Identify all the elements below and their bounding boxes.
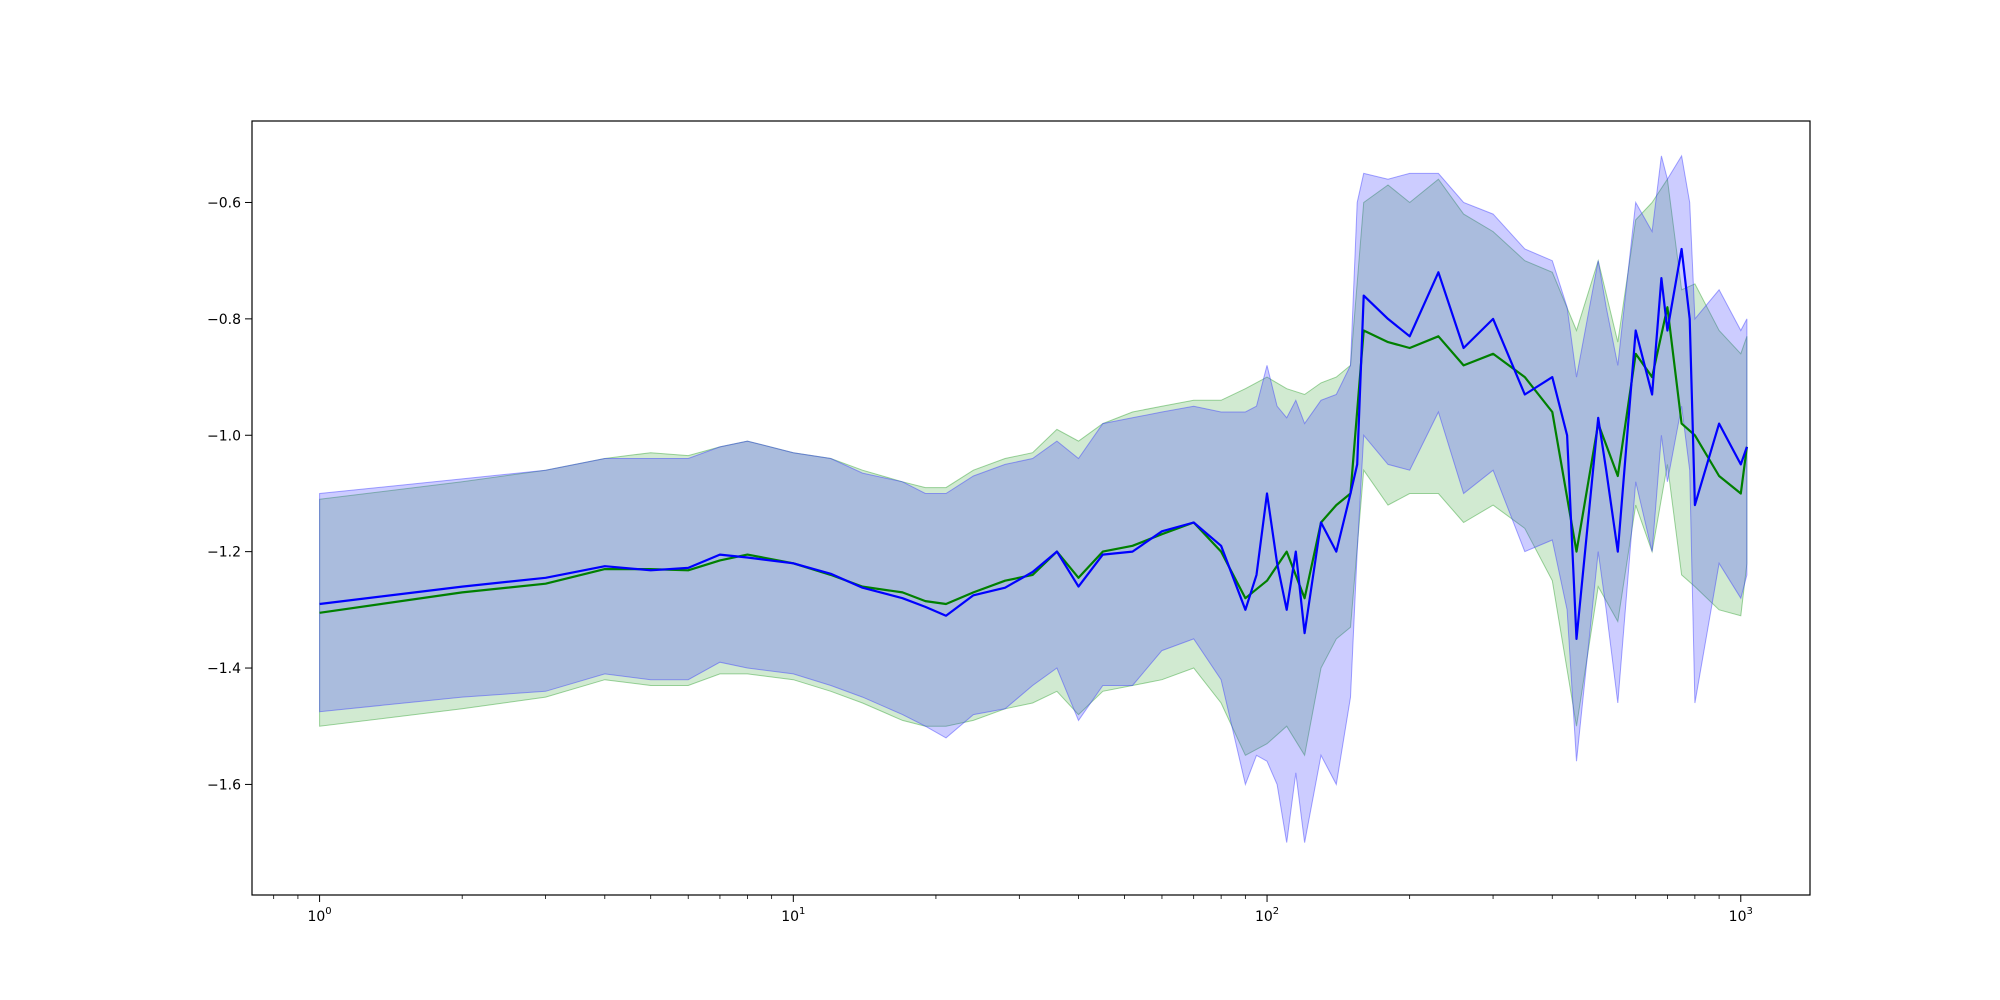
y-axis: −1.6 −1.4 −1.2 −1.0 −0.8 −0.6 (207, 195, 252, 793)
series-2-band (319, 154, 1748, 843)
y-tick-label: −0.8 (207, 312, 241, 328)
x-axis: 100 101 102 103 (273, 895, 1753, 925)
y-tick-label: −0.6 (207, 195, 241, 211)
y-tick-label: −1.2 (207, 545, 241, 561)
x-tick-label: 103 (1729, 906, 1753, 925)
series-1-band (319, 177, 1748, 757)
x-tick-label: 102 (1255, 906, 1279, 925)
y-tick-label: −1.4 (207, 661, 241, 677)
y-tick-label: −1.0 (207, 428, 241, 444)
series-2-line (319, 247, 1748, 641)
confidence-bands (319, 154, 1748, 843)
series-lines (319, 247, 1748, 641)
y-tick-label: −1.6 (207, 777, 241, 793)
x-tick-label: 100 (307, 906, 331, 925)
plot-frame (251, 120, 1811, 896)
x-tick-label: 101 (781, 906, 805, 925)
